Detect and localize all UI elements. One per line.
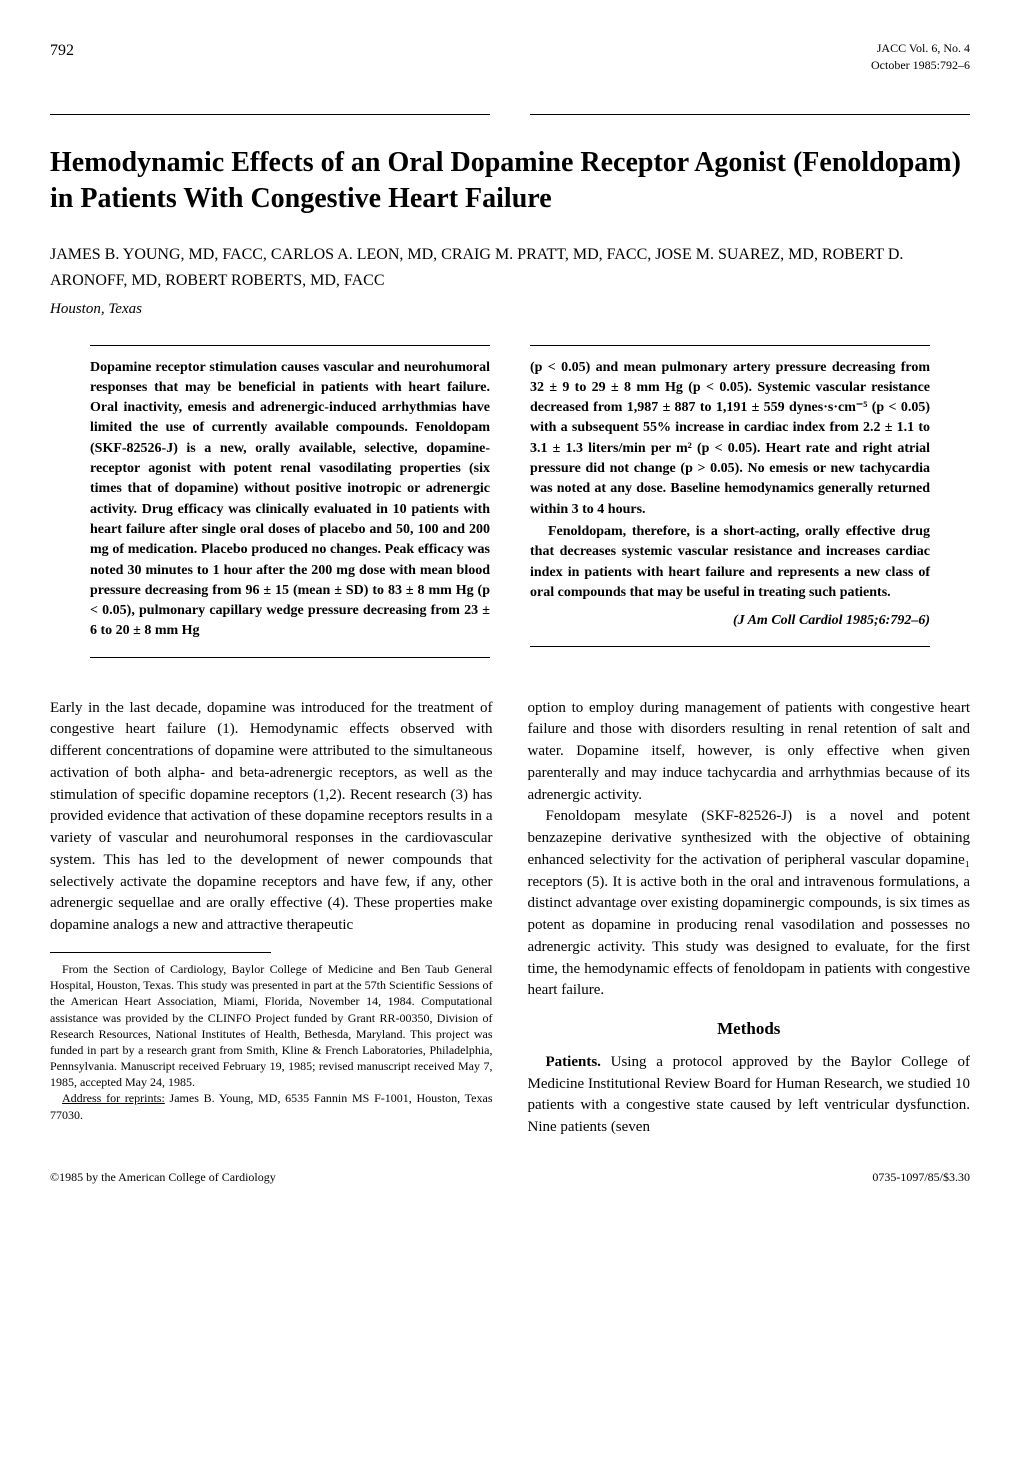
body-right-column: option to employ during management of pa… [528,698,971,1139]
body-right-p1: option to employ during management of pa… [528,698,971,807]
methods-p1: Patients. Using a protocol approved by t… [528,1052,971,1139]
authors: JAMES B. YOUNG, MD, FACC, CARLOS A. LEON… [50,242,970,293]
footnote-address-label: Address for reprints: [62,1091,165,1105]
abstract-top-rules [90,345,930,358]
abstract-right-column: (p < 0.05) and mean pulmonary artery pre… [530,358,930,658]
page-number: 792 [50,40,74,74]
issn: 0735-1097/85/$3.30 [872,1169,970,1186]
body-left-column: Early in the last decade, dopamine was i… [50,698,493,1139]
location: Houston, Texas [50,299,970,320]
methods-heading: Methods [528,1017,971,1042]
body-left-p1: Early in the last decade, dopamine was i… [50,698,493,937]
copyright: ©1985 by the American College of Cardiol… [50,1169,276,1186]
journal-info: JACC Vol. 6, No. 4 October 1985:792–6 [871,40,970,74]
top-rule [50,114,970,115]
footnote-rule [50,952,271,953]
body-text: Early in the last decade, dopamine was i… [50,698,970,1139]
journal-ref: JACC Vol. 6, No. 4 [871,40,970,57]
abstract-left-text: Dopamine receptor stimulation causes vas… [90,360,490,639]
footnote-p2: Address for reprints: James B. Young, MD… [50,1090,493,1122]
abstract-left-column: Dopamine receptor stimulation causes vas… [90,358,490,658]
page-header: 792 JACC Vol. 6, No. 4 October 1985:792–… [50,40,970,74]
abstract-right-p1: (p < 0.05) and mean pulmonary artery pre… [530,358,930,520]
article-title: Hemodynamic Effects of an Oral Dopamine … [50,145,970,218]
abstract-right-p2: Fenoldopam, therefore, is a short-acting… [530,522,930,603]
body-right-p2: Fenoldopam mesylate (SKF-82526-J) is a n… [528,806,971,1002]
abstract-citation: (J Am Coll Cardiol 1985;6:792–6) [530,611,930,631]
abstract: Dopamine receptor stimulation causes vas… [90,358,930,658]
page-footer: ©1985 by the American College of Cardiol… [50,1169,970,1186]
journal-date: October 1985:792–6 [871,57,970,74]
footnote-p1: From the Section of Cardiology, Baylor C… [50,961,493,1091]
